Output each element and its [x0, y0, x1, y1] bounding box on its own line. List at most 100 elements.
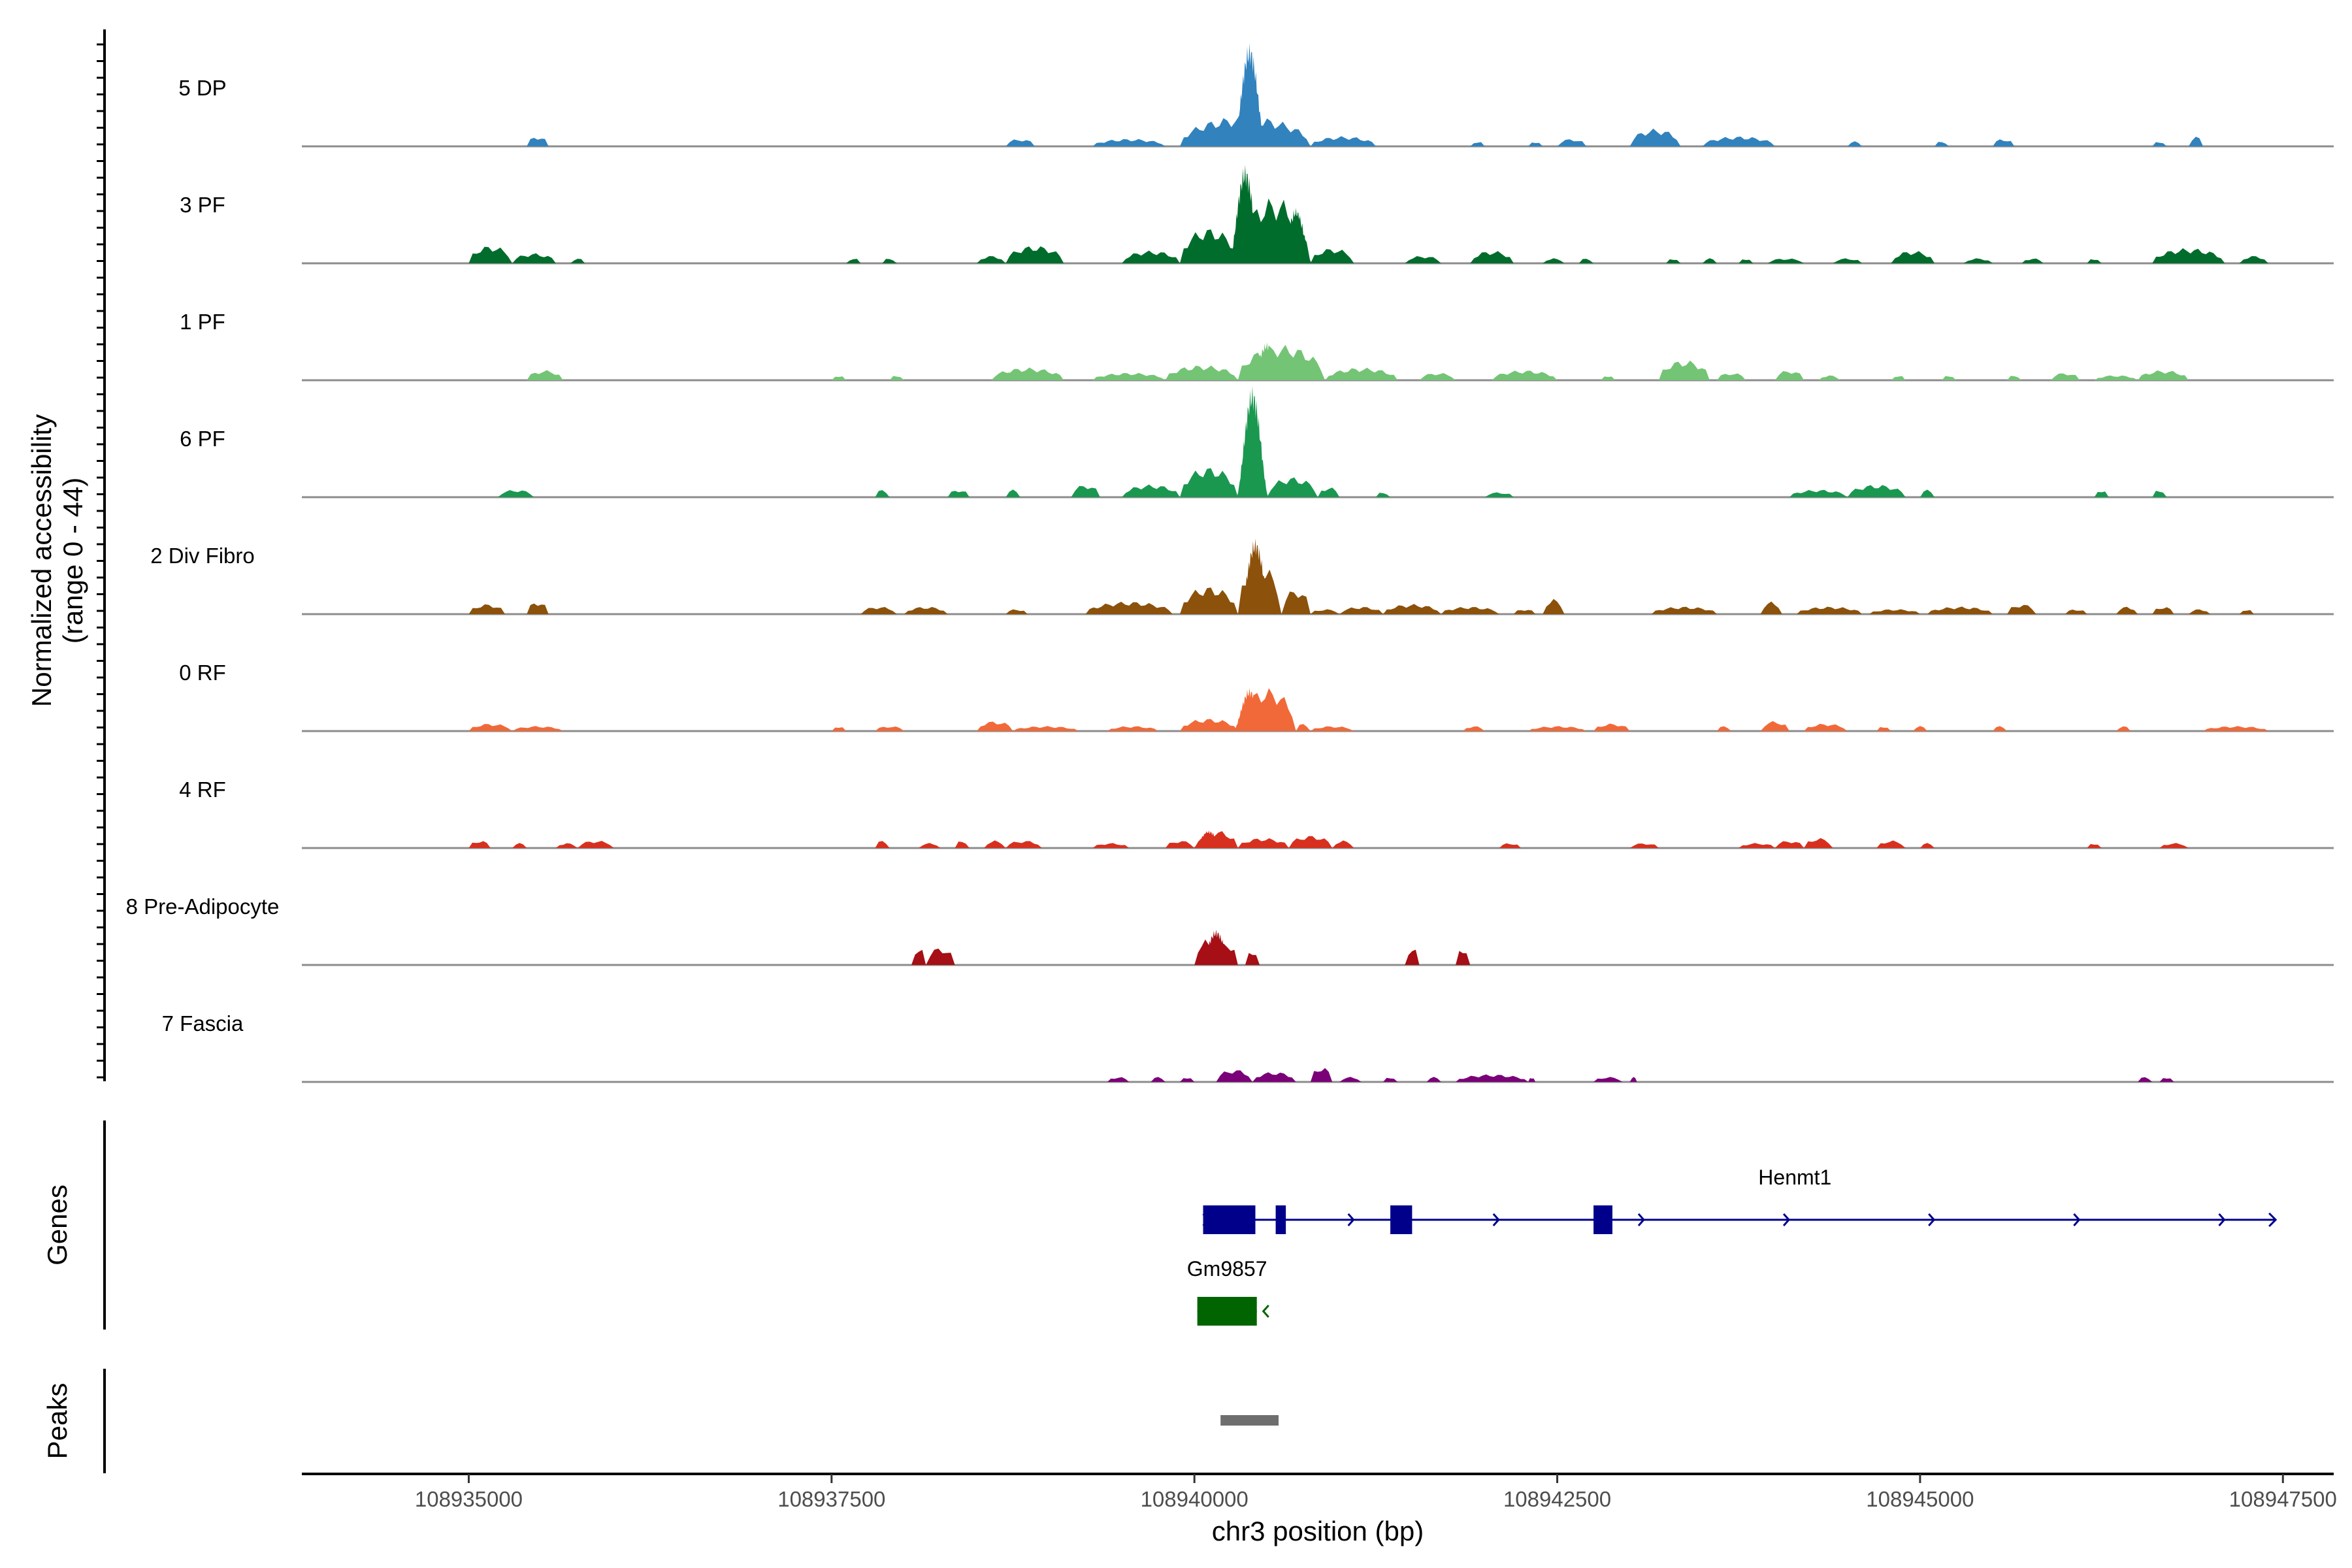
coverage-area — [1441, 607, 1499, 614]
coverage-area — [527, 370, 563, 380]
x-tick-label: 108942500 — [1503, 1487, 1611, 1511]
coverage-area — [1180, 719, 1238, 731]
coverage-area — [904, 607, 948, 614]
gene-exon — [1203, 1205, 1256, 1234]
coverage-area — [1891, 251, 1935, 263]
coverage-peak — [1229, 165, 1262, 263]
coverage-area — [1092, 843, 1130, 848]
coverage-area — [1288, 836, 1333, 848]
coverage-area — [1165, 841, 1195, 848]
coverage-peak — [1233, 688, 1266, 731]
coverage-area — [2239, 610, 2254, 614]
track-label: 6 PF — [180, 427, 225, 451]
coverage-area — [1760, 601, 1782, 614]
coverage-area — [2007, 376, 2022, 380]
coverage-peak — [1280, 208, 1313, 263]
coverage-area — [1651, 606, 1717, 614]
strand-arrow — [1782, 1213, 1791, 1226]
coverage-area — [831, 727, 846, 731]
strand-arrow — [1262, 1305, 1269, 1318]
coverage-area — [1245, 953, 1260, 965]
coverage-peak — [1200, 929, 1232, 965]
coverage-area — [1804, 838, 1833, 848]
coverage-area — [1419, 373, 1456, 380]
coverage-area — [1869, 609, 1920, 614]
coverage-area — [1513, 610, 1536, 614]
coverage-area — [1789, 489, 1848, 497]
coverage-area — [2152, 607, 2174, 614]
coverage-area — [1151, 1077, 1166, 1082]
coverage-area — [2159, 1078, 2174, 1082]
coverage-area — [1237, 344, 1326, 380]
x-axis-ticks: 108935000 108937500 108940000 108942500 1089… — [415, 1474, 2337, 1511]
coverage-area — [1005, 489, 1021, 497]
coverage-area — [889, 376, 904, 380]
coverage-area — [1847, 141, 1862, 146]
coverage-area — [2152, 142, 2167, 146]
coverage-area — [911, 949, 926, 965]
coverage-area — [1702, 137, 1775, 146]
coverage-area — [1891, 376, 1906, 380]
coverage-area — [1739, 259, 1754, 263]
coverage-track: 0 RF — [179, 661, 2334, 732]
coverage-area — [1325, 367, 1398, 380]
coverage-area — [1470, 251, 1514, 263]
coverage-area — [1528, 726, 1586, 731]
coverage-area — [1629, 1077, 1637, 1082]
coverage-area — [1557, 139, 1586, 146]
coverage-area — [1092, 139, 1166, 146]
coverage-area — [2203, 726, 2268, 731]
coverage-area — [1180, 468, 1238, 497]
coverage-track: 2 Div Fibro — [150, 538, 2334, 615]
coverage-area — [1702, 258, 1717, 263]
coverage-area — [1122, 250, 1180, 263]
coverage-area — [1593, 723, 1630, 731]
strand-arrow — [1928, 1213, 1936, 1226]
gene-name-label: Gm9857 — [1187, 1257, 1267, 1281]
coverage-area — [1456, 1074, 1529, 1082]
coverage-area — [1383, 604, 1441, 614]
coverage-area — [1774, 841, 1805, 848]
coverage-area — [1767, 258, 1805, 263]
strand-arrow — [2268, 1212, 2278, 1228]
coverage-area — [1935, 142, 1950, 146]
coverage-track: 3 PF — [180, 165, 2334, 265]
coverage-area — [1528, 142, 1543, 146]
coverage-area — [1543, 258, 1565, 263]
coverage-area — [1310, 249, 1354, 263]
coverage-area — [1383, 1077, 1398, 1082]
coverage-area — [1107, 726, 1158, 731]
y-axis-title-line2: (range 0 - 44) — [57, 478, 88, 644]
peaks-axis-title: Peaks — [42, 1383, 73, 1460]
coverage-area — [1919, 843, 1935, 848]
coverage-area — [1426, 1077, 1441, 1082]
coverage-area — [527, 603, 549, 614]
coverage-track: 8 Pre-Adipocyte — [126, 894, 2334, 966]
coverage-area — [468, 246, 513, 263]
coverage-area — [1716, 373, 1746, 380]
coverage-area — [1085, 602, 1173, 614]
coverage-area — [1005, 609, 1028, 614]
coverage-area — [1165, 365, 1238, 380]
coverage-peak — [1250, 342, 1283, 380]
position-x-axis: 108935000 108937500 108940000 108942500 1089… — [302, 1473, 2337, 1511]
gene-exon — [1275, 1205, 1286, 1234]
coverage-area — [527, 138, 549, 146]
coverage-area — [1071, 485, 1100, 497]
coverage-area — [1216, 1070, 1252, 1082]
coverage-area — [1629, 128, 1681, 146]
coverage-area — [1180, 587, 1238, 614]
coverage-area — [1180, 1078, 1195, 1082]
coverage-area — [2159, 843, 2189, 848]
coverage-area — [1919, 489, 1935, 497]
coverage-area — [1318, 487, 1340, 497]
coverage-track: 4 RF — [179, 777, 2334, 849]
coverage-area — [1107, 1077, 1130, 1082]
coverage-peak — [1239, 538, 1271, 614]
coverage-area — [2188, 137, 2204, 146]
track-label: 8 Pre-Adipocyte — [126, 894, 280, 919]
coverage-area — [1281, 591, 1311, 614]
coverage-area — [1659, 360, 1710, 380]
coverage-track: 7 Fascia — [162, 1011, 2334, 1083]
